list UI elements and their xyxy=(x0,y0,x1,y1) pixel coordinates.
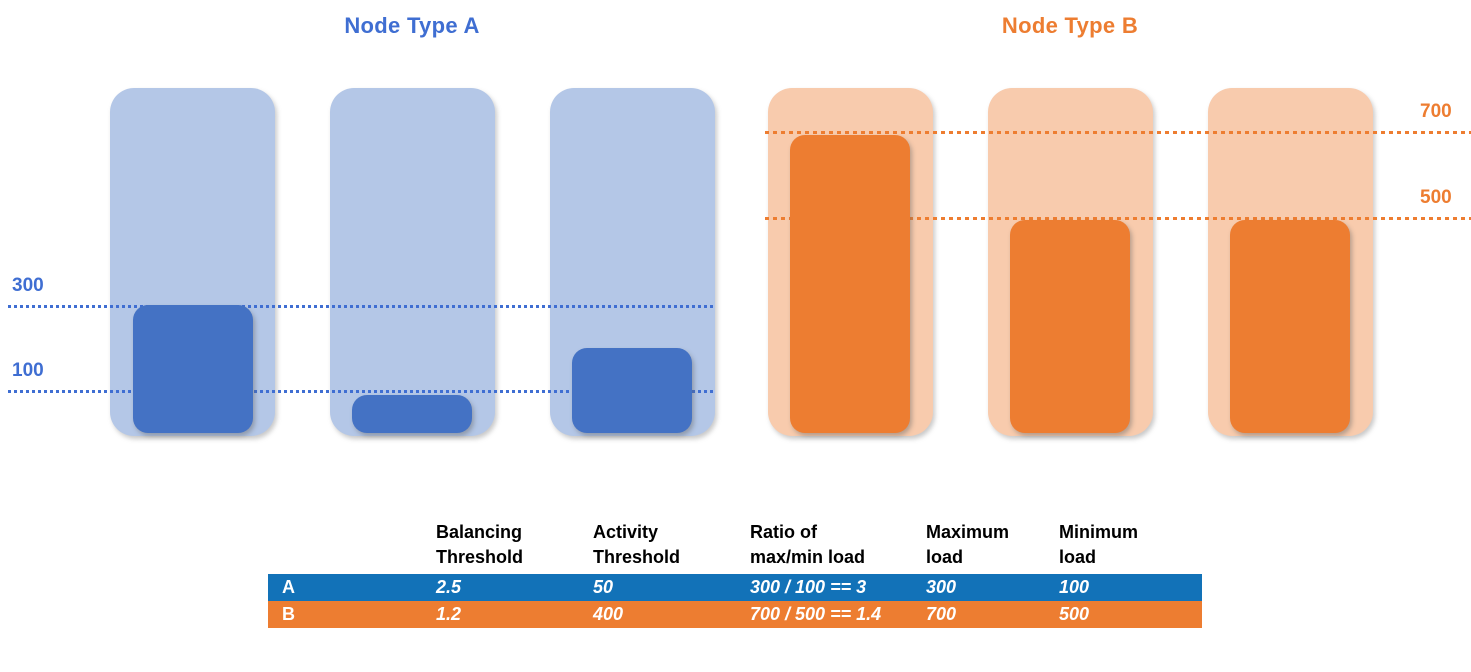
table-cell: 700 xyxy=(926,604,957,624)
node-a-load-bar-2 xyxy=(352,395,472,433)
node-b-threshold-line-700 xyxy=(765,131,1471,134)
table-row-A: A 2.5 50 300 / 100 == 3 300 100 xyxy=(268,574,1202,601)
table-header-5: Minimum load xyxy=(1059,522,1138,567)
node-b-threshold-label-700: 700 xyxy=(1420,101,1452,122)
node-type-a-title: Node Type A xyxy=(344,13,480,38)
table-cell: 300 / 100 == 3 xyxy=(750,577,867,597)
threshold-table: Balancing Threshold Activity Threshold Rat… xyxy=(268,516,1202,628)
table-cell: 50 xyxy=(593,577,614,597)
node-b-load-bar-1 xyxy=(790,135,910,433)
table-cell: 2.5 xyxy=(436,577,462,597)
table-header-3: Ratio of max/min load xyxy=(750,522,866,567)
node-a-load-bar-1 xyxy=(133,305,253,433)
table-cell: 700 / 500 == 1.4 xyxy=(750,604,882,624)
table-header-row: Balancing Threshold Activity Threshold Rat… xyxy=(268,516,1202,574)
table-cell: 400 xyxy=(593,604,624,624)
node-type-b-title: Node Type B xyxy=(1001,13,1139,38)
table-header-4: Maximum load xyxy=(926,522,1010,567)
table-cell: 300 xyxy=(926,577,957,597)
node-b-load-bar-3 xyxy=(1230,220,1350,433)
table-cell: 500 xyxy=(1059,604,1090,624)
node-a-capacity-2 xyxy=(330,88,495,436)
table-cell: 1.2 xyxy=(436,604,462,624)
node-a-threshold-label-300: 300 xyxy=(12,275,44,296)
node-b-threshold-line-500 xyxy=(765,217,1471,220)
table-header-1: Balancing Threshold xyxy=(436,522,524,567)
table-row-label: A xyxy=(282,577,295,597)
table-header-2: Activity Threshold xyxy=(593,522,681,567)
table-row-B: B 1.2 400 700 / 500 == 1.4 700 500 xyxy=(268,601,1202,628)
table-cell: 100 xyxy=(1059,577,1090,597)
node-b-load-bar-2 xyxy=(1010,220,1130,433)
node-a-load-bar-3 xyxy=(572,348,692,433)
node-a-threshold-line-300 xyxy=(8,305,716,308)
table-row-label: B xyxy=(282,604,295,624)
node-a-threshold-line-100 xyxy=(8,390,716,393)
node-b-threshold-label-500: 500 xyxy=(1420,187,1452,208)
node-a-threshold-label-100: 100 xyxy=(12,360,44,381)
